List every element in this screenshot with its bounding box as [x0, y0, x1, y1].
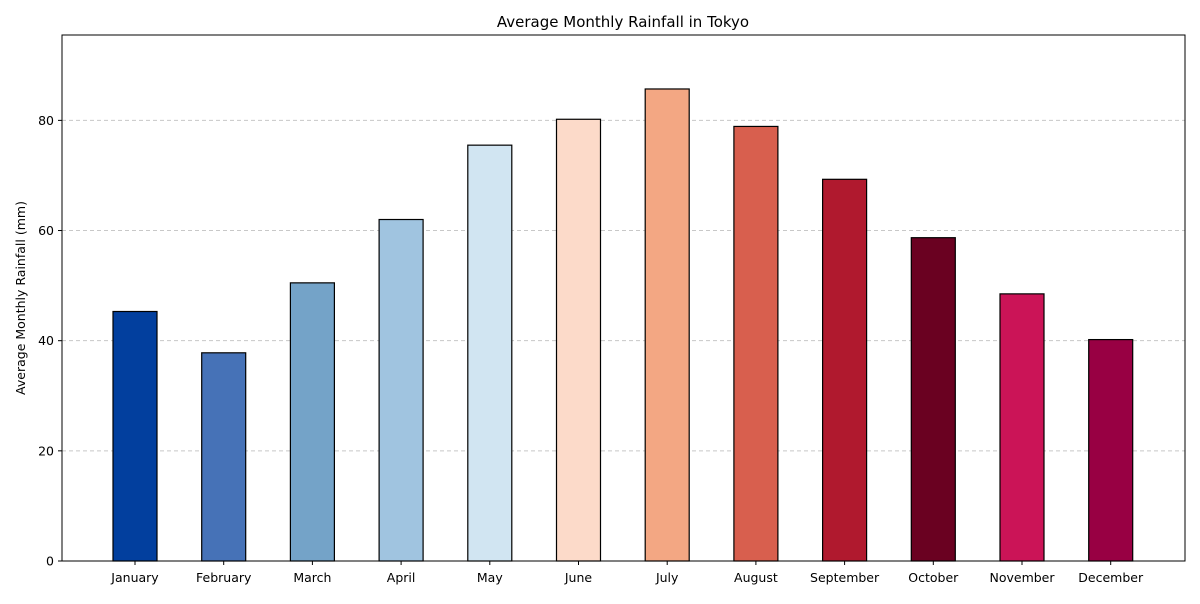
- x-tick-label-july: July: [655, 570, 679, 585]
- x-tick-label-june: June: [564, 570, 593, 585]
- bar-march: [289, 282, 335, 562]
- bar-january: [112, 310, 158, 562]
- x-tick-label-october: October: [908, 570, 959, 585]
- bar-july: [644, 88, 690, 562]
- x-axis-ticks: January February March April May June July Augu…: [110, 561, 1144, 585]
- chart-title: Average Monthly Rainfall in Tokyo: [497, 13, 749, 31]
- bar-december: [1088, 338, 1134, 562]
- bar-june: [555, 118, 602, 562]
- x-tick-label-may: May: [477, 570, 503, 585]
- bar-november: [999, 293, 1045, 562]
- y-tick-label: 80: [38, 113, 54, 128]
- y-axis-label: Average Monthly Rainfall (mm): [13, 201, 28, 395]
- gridlines: [62, 119, 1185, 452]
- x-tick-label-august: August: [734, 570, 778, 585]
- x-tick-label-march: March: [293, 570, 331, 585]
- y-tick-label: 40: [38, 333, 54, 348]
- bar-may: [467, 144, 513, 562]
- y-axis-ticks: 0 20 40 60 80: [38, 113, 62, 569]
- bar-october: [910, 237, 956, 562]
- bar-september: [821, 178, 868, 562]
- bar-august: [733, 125, 779, 562]
- y-tick-label: 60: [38, 223, 54, 238]
- bars: [112, 88, 1134, 562]
- plot-frame: [61, 34, 1186, 562]
- y-tick-label: 20: [38, 443, 54, 458]
- bar-february: [201, 352, 247, 562]
- x-tick-label-november: November: [989, 570, 1055, 585]
- x-tick-label-september: September: [810, 570, 880, 585]
- x-tick-label-april: April: [387, 570, 416, 585]
- x-tick-label-january: January: [110, 570, 159, 585]
- y-tick-label: 0: [46, 554, 54, 569]
- x-tick-label-december: December: [1078, 570, 1144, 585]
- x-tick-label-february: February: [196, 570, 252, 585]
- bar-april: [378, 218, 424, 562]
